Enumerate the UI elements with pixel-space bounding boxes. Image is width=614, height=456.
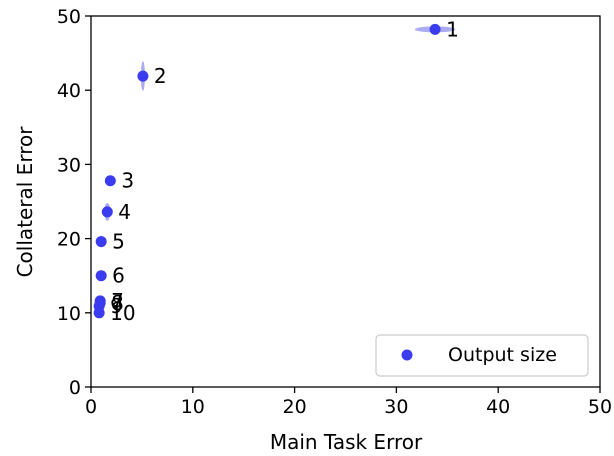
- y-tick-label: 0: [69, 377, 81, 399]
- y-tick-label: 10: [57, 303, 81, 325]
- data-point: [429, 23, 441, 35]
- legend: Output size: [375, 334, 589, 377]
- axes: 0 10 20 30 40 50 0 10 20 30 40 50: [57, 6, 612, 418]
- point-label: 9: [110, 294, 123, 318]
- data-point: [95, 270, 107, 282]
- data-point: [101, 206, 113, 218]
- point-label: 3: [121, 169, 134, 193]
- point-label: 10: [110, 301, 135, 325]
- error-bars: [97, 26, 456, 316]
- legend-box: [375, 334, 589, 377]
- y-tick-label: 30: [57, 154, 81, 176]
- data-point: [95, 236, 107, 248]
- data-point: [93, 307, 105, 319]
- point-label: 7: [111, 289, 124, 313]
- x-tick-label: 20: [283, 396, 307, 418]
- y-tick-label: 40: [57, 80, 81, 102]
- x-tick-label: 30: [384, 396, 408, 418]
- x-tick-label: 40: [486, 396, 510, 418]
- point-label: 2: [154, 64, 167, 88]
- y-tick-label: 20: [57, 229, 81, 251]
- plot-frame: [90, 15, 601, 388]
- point-label: 1: [446, 17, 459, 41]
- point-label: 8: [111, 291, 124, 315]
- x-tick-label: 0: [85, 396, 97, 418]
- y-axis-label: Collateral Error: [13, 126, 37, 278]
- point-label: 6: [112, 264, 125, 288]
- point-label: 4: [118, 200, 131, 224]
- y-tick-label: 50: [57, 6, 81, 28]
- data-point: [137, 70, 149, 82]
- x-tick-label: 50: [588, 396, 612, 418]
- legend-label: Output size: [448, 344, 557, 366]
- data-point: [104, 175, 116, 187]
- x-tick-label: 10: [181, 396, 205, 418]
- data-points: [93, 23, 441, 319]
- point-label: 5: [112, 230, 125, 254]
- legend-marker: [401, 349, 413, 361]
- x-axis-label: Main Task Error: [270, 430, 423, 454]
